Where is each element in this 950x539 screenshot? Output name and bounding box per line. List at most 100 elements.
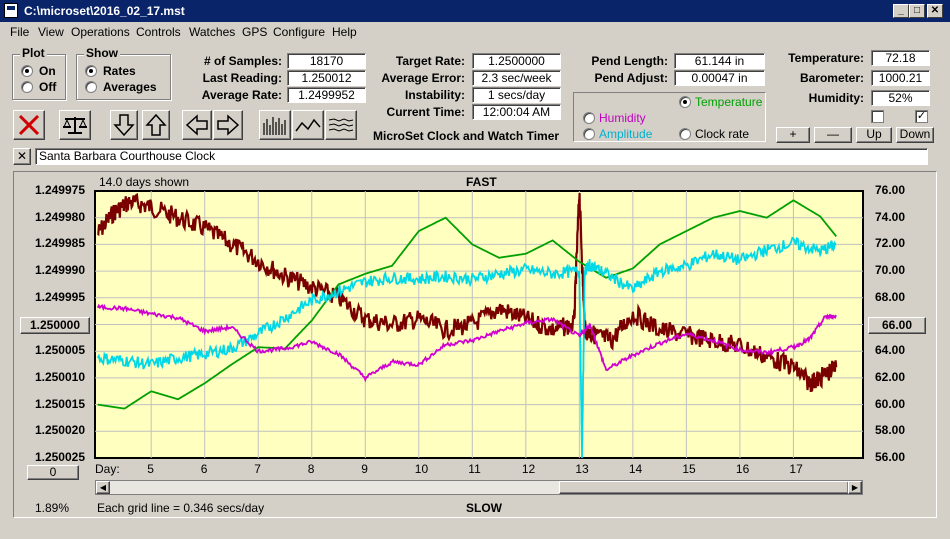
sensor-select-box [573, 92, 766, 142]
show-rates-label: Rates [103, 64, 136, 78]
show-group-title: Show [84, 46, 120, 60]
plot-on-label: On [39, 64, 56, 78]
close-icon[interactable]: ✕ [927, 4, 943, 18]
y-right-tick-label: 58.00 [875, 423, 906, 438]
minimize-icon[interactable]: _ [893, 4, 909, 18]
x-tick-label: 8 [307, 462, 315, 476]
amplitude-radio-label: Amplitude [599, 127, 653, 141]
app-caption: MicroSet Clock and Watch Timer [373, 129, 560, 143]
y-left-tick-label: 1.249995 [34, 289, 85, 304]
y-right-tick-label: 64.00 [875, 343, 906, 358]
menu-help[interactable]: Help [332, 25, 357, 39]
clock-rate-radio[interactable] [679, 128, 691, 140]
menu-bar: File View Operations Controls Watches GP… [0, 22, 950, 41]
scale-up-button[interactable]: Up [856, 127, 892, 143]
series-line-1 [97, 199, 837, 410]
x-tick-label: 12 [521, 462, 536, 476]
y-right-center-button[interactable]: 66.00 [868, 317, 926, 334]
right-arrow-icon[interactable] [213, 110, 243, 140]
amplitude-radio[interactable] [583, 128, 595, 140]
humidity-radio[interactable] [583, 112, 595, 124]
x-tick-label: 7 [254, 462, 261, 476]
menu-operations[interactable]: Operations [71, 25, 130, 39]
grid-lines [95, 191, 863, 458]
y-left-tick-label: 1.250025 [34, 450, 85, 464]
plot-group-title: Plot [20, 46, 47, 60]
menu-watches[interactable]: Watches [189, 25, 236, 39]
app-icon[interactable] [4, 3, 18, 18]
average-rate-label: Average Rate: [201, 88, 282, 102]
up-arrow-icon[interactable] [142, 110, 170, 140]
percent-label: 1.89% [35, 501, 70, 515]
y-right-tick-label: 76.00 [875, 183, 906, 197]
barometer-value: 1000.21 [871, 70, 930, 86]
x-tick-label: 9 [361, 462, 368, 476]
left-arrow-icon[interactable] [182, 110, 212, 140]
days-shown-label: 14.0 days shown [99, 175, 190, 189]
average-error-value: 2.3 sec/week [472, 70, 561, 86]
lines-icon[interactable] [325, 110, 357, 140]
y-left-tick-label: 1.249985 [34, 236, 85, 251]
option-checkbox-1[interactable] [871, 110, 884, 123]
option-checkbox-2[interactable]: ✓ [915, 110, 928, 123]
balance-icon[interactable] [59, 110, 91, 140]
menu-configure[interactable]: Configure [273, 25, 326, 39]
show-rates-radio[interactable] [85, 65, 97, 77]
humidity-radio-label: Humidity [599, 111, 646, 125]
pend-adjust-value: 0.00047 in [674, 70, 765, 86]
temperature-radio-label: Temperature [695, 95, 763, 109]
menu-controls[interactable]: Controls [136, 25, 181, 39]
barometer-label: Barometer: [799, 71, 864, 85]
down-arrow-icon[interactable] [110, 110, 138, 140]
scale-down-button[interactable]: Down [896, 127, 934, 143]
bars-icon[interactable] [259, 110, 291, 140]
title-bar: C:\microset\2016_02_17.mst _ □ ✕ [0, 0, 950, 22]
x-tick-label: 15 [682, 462, 696, 476]
plot-on-radio[interactable] [21, 65, 33, 77]
plot-off-radio[interactable] [21, 81, 33, 93]
scroll-left-icon[interactable]: ◀ [96, 481, 110, 494]
menu-gps[interactable]: GPS [242, 25, 268, 39]
x-tick-label: 6 [200, 462, 208, 476]
close-x-icon[interactable] [13, 110, 45, 140]
chart-bottom-label: SLOW [466, 501, 502, 515]
menu-file[interactable]: File [10, 25, 30, 39]
y-right-tick-label: 56.00 [875, 450, 906, 464]
wave-icon[interactable] [292, 110, 324, 140]
offset-button[interactable]: 0 [27, 465, 79, 480]
horizontal-scrollbar[interactable]: ◀ ▶ [95, 480, 863, 495]
clock-rate-radio-label: Clock rate [695, 127, 750, 141]
scroll-right-icon[interactable]: ▶ [848, 481, 862, 494]
y-left-tick-label: 1.249980 [34, 209, 85, 224]
samples-label: # of Samples: [203, 54, 282, 68]
average-rate-value: 1.2499952 [287, 87, 366, 103]
scroll-thumb[interactable] [559, 481, 849, 494]
y-right-tick-label: 60.00 [875, 396, 906, 411]
y-right-tick-label: 74.00 [875, 209, 906, 224]
description-input[interactable]: Santa Barbara Courthouse Clock [35, 148, 928, 165]
pend-length-value: 61.144 in [674, 53, 765, 69]
temperature-label: Temperature: [788, 51, 864, 65]
clear-description-button[interactable]: ✕ [13, 148, 31, 165]
x-tick-label: 11 [468, 462, 481, 476]
y-left-tick-label: 1.250020 [34, 423, 85, 438]
x-tick-label: 13 [575, 462, 589, 476]
maximize-icon[interactable]: □ [909, 4, 925, 18]
show-averages-radio[interactable] [85, 81, 97, 93]
x-tick-label: 16 [735, 462, 750, 476]
scale-minus-button[interactable]: — [814, 127, 852, 143]
y-left-tick-label: 1.249975 [34, 183, 85, 197]
y-left-center-button[interactable]: 1.250000 [20, 317, 90, 334]
temperature-radio[interactable] [679, 96, 691, 108]
menu-view[interactable]: View [38, 25, 64, 39]
average-error-label: Average Error: [381, 71, 465, 85]
scale-plus-button[interactable]: + [776, 127, 810, 143]
y-left-tick-label: 1.250015 [34, 396, 85, 411]
y-right-tick-label: 68.00 [875, 289, 906, 304]
y-left-tick-label: 1.250005 [34, 343, 85, 358]
target-rate-label: Target Rate: [395, 54, 465, 68]
series-line-2 [96, 236, 837, 459]
current-time-label: Current Time: [386, 105, 465, 119]
series-line-3 [96, 303, 837, 383]
last-reading-label: Last Reading: [202, 71, 282, 85]
